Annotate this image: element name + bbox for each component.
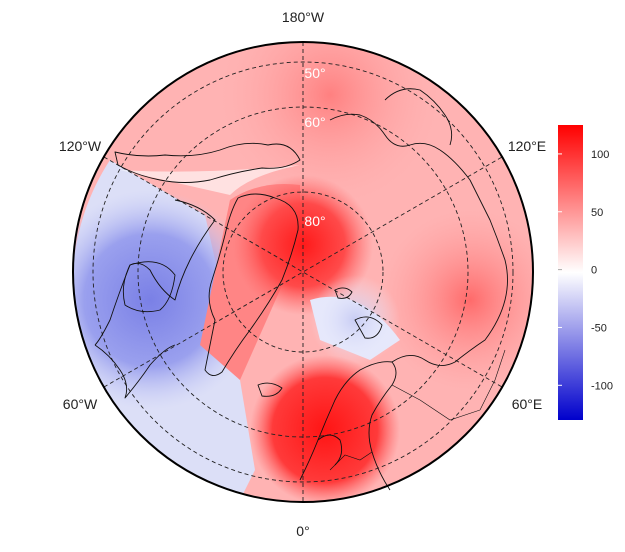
border-russia-east	[479, 349, 506, 411]
alaska-canada-north-coast	[114, 142, 301, 183]
greenland-coast	[204, 193, 299, 376]
graticule	[92, 42, 514, 502]
lon-label-60w: 60°W	[63, 396, 98, 412]
novaya-zemlya-coast	[354, 316, 383, 339]
border-europe-1	[329, 451, 373, 471]
hudson-bay-coast	[122, 261, 176, 313]
chukotka-coast	[329, 113, 441, 151]
lat-label-50: 50°	[304, 65, 325, 81]
lat-label-80: 80°	[304, 213, 325, 229]
colorbar-tick-100: 100	[591, 149, 609, 161]
colorbar-tick-neg50: -50	[591, 322, 607, 334]
lon-label-120e: 120°E	[508, 138, 546, 154]
colorbar-tick-0: 0	[591, 265, 597, 277]
colorbar-ticks: 100 50 0 -50 -100	[558, 149, 613, 392]
map-border	[72, 41, 534, 503]
lon-label-180w: 180°W	[282, 9, 325, 25]
colorbar: 100 50 0 -50 -100	[558, 125, 613, 420]
colorbar-tick-neg100: -100	[591, 380, 613, 392]
lon-label-0: 0°	[296, 523, 309, 539]
svalbard-coast	[334, 287, 353, 299]
lat-label-60: 60°	[304, 114, 325, 130]
lat-50-circle	[92, 61, 514, 483]
colorbar-tick-50: 50	[591, 207, 603, 219]
lon-label-120w: 120°W	[59, 138, 102, 154]
coastlines	[94, 88, 508, 491]
country-borders	[329, 349, 506, 471]
kamchatka-coast	[384, 88, 453, 146]
baltic-coast	[317, 434, 343, 466]
lon-label-60e: 60°E	[512, 396, 543, 412]
iceland-coast	[257, 382, 283, 397]
pacific-anomaly	[210, 42, 450, 215]
colorbar-ramp	[558, 125, 583, 420]
canada-archipelago-coast	[94, 199, 216, 346]
border-russia-europe	[391, 384, 481, 421]
siberia-coast	[391, 149, 508, 366]
lat-80-circle	[222, 191, 384, 353]
labrador-coast	[94, 344, 176, 399]
europe-anomaly	[245, 350, 405, 502]
